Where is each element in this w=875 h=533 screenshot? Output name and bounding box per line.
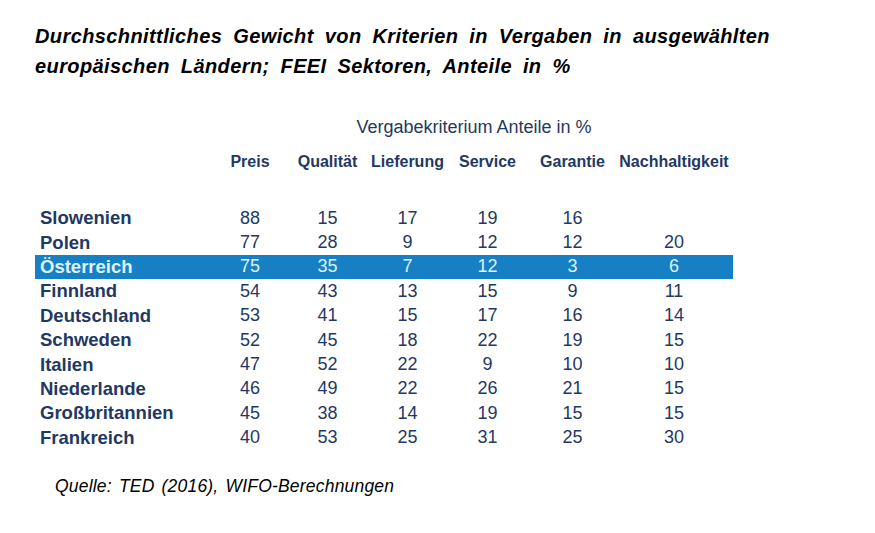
- row-label-country: Österreich: [35, 256, 215, 278]
- row-label-country: Finnland: [35, 280, 215, 302]
- table-row: Polen 77 28 9 12 12 20: [35, 230, 733, 254]
- table-cell: 12: [530, 232, 615, 253]
- table-header-row: Preis Qualität Lieferung Service Garanti…: [35, 150, 733, 174]
- row-label-country: Schweden: [35, 329, 215, 351]
- row-label-country: Italien: [35, 354, 215, 376]
- table-cell: 10: [615, 354, 733, 375]
- row-label-country: Polen: [35, 232, 215, 254]
- table-cell: 10: [530, 354, 615, 375]
- table-cell: 45: [215, 403, 285, 424]
- table-cell: 14: [615, 305, 733, 326]
- column-header-garantie: Garantie: [530, 153, 615, 171]
- table-cell: 30: [615, 427, 733, 448]
- table-cell: 15: [615, 330, 733, 351]
- table-cell: 22: [445, 330, 530, 351]
- table-cell: 22: [370, 378, 445, 399]
- row-label-country: Großbritannien: [35, 402, 215, 424]
- table-cell: 15: [615, 403, 733, 424]
- table-row: Frankreich 40 53 25 31 25 30: [35, 426, 733, 450]
- table-cell: 26: [445, 378, 530, 399]
- table-cell: 22: [370, 354, 445, 375]
- table-row: Großbritannien 45 38 14 19 15 15: [35, 401, 733, 425]
- table-cell: 54: [215, 281, 285, 302]
- column-header-preis: Preis: [215, 153, 285, 171]
- row-label-country: Slowenien: [35, 207, 215, 229]
- table-cell: 9: [370, 232, 445, 253]
- table-cell: 16: [530, 305, 615, 326]
- table-cell: 16: [530, 208, 615, 229]
- table-row: Finnland 54 43 13 15 9 11: [35, 279, 733, 303]
- table-row: Slowenien 88 15 17 19 16: [35, 206, 733, 230]
- table-cell: 75: [215, 256, 285, 277]
- column-header-lieferung: Lieferung: [370, 153, 445, 171]
- table-cell: 46: [215, 378, 285, 399]
- table-cell: 14: [370, 403, 445, 424]
- table-row: Schweden 52 45 18 22 19 15: [35, 328, 733, 352]
- table-caption: Vergabekriterium Anteile in %: [215, 117, 733, 138]
- table-row: Niederlande 46 49 22 26 21 15: [35, 377, 733, 401]
- table-cell: 40: [215, 427, 285, 448]
- table-cell: 25: [530, 427, 615, 448]
- table-cell: 11: [615, 281, 733, 302]
- title-line-1: Durchschnittliches Gewicht von Kriterien…: [35, 21, 770, 51]
- row-label-country: Niederlande: [35, 378, 215, 400]
- table-cell: 52: [285, 354, 370, 375]
- table-cell: 49: [285, 378, 370, 399]
- row-label-country: Deutschland: [35, 305, 215, 327]
- table-cell: 19: [445, 208, 530, 229]
- table-cell: 20: [615, 232, 733, 253]
- table-cell: 77: [215, 232, 285, 253]
- title-line-2: europäischen Ländern; FEEI Sektoren, Ant…: [35, 51, 770, 81]
- table-cell: 7: [370, 256, 445, 277]
- table-row-highlighted: Österreich 75 35 7 12 3 6: [35, 255, 733, 279]
- table-body: Slowenien 88 15 17 19 16 Polen 77 28 9 1…: [35, 206, 733, 450]
- table-cell: 15: [615, 378, 733, 399]
- table-cell: 3: [530, 256, 615, 277]
- table-cell: 21: [530, 378, 615, 399]
- table-cell: 18: [370, 330, 445, 351]
- table-cell: 15: [445, 281, 530, 302]
- table-cell: 38: [285, 403, 370, 424]
- table-cell: 12: [445, 232, 530, 253]
- table-cell: 47: [215, 354, 285, 375]
- table-cell: 43: [285, 281, 370, 302]
- table-cell: 28: [285, 232, 370, 253]
- table-cell: 17: [370, 208, 445, 229]
- table-row: Italien 47 52 22 9 10 10: [35, 352, 733, 376]
- table-cell: 19: [530, 330, 615, 351]
- table-cell: 17: [445, 305, 530, 326]
- table-cell: 35: [285, 256, 370, 277]
- column-header-service: Service: [445, 153, 530, 171]
- table-cell: 45: [285, 330, 370, 351]
- table-cell: 9: [530, 281, 615, 302]
- table-cell: 12: [445, 256, 530, 277]
- table-cell: 31: [445, 427, 530, 448]
- table-cell: 13: [370, 281, 445, 302]
- table-cell: 53: [285, 427, 370, 448]
- criteria-table: Vergabekriterium Anteile in % Preis Qual…: [35, 117, 733, 457]
- source-note: Quelle: TED (2016), WIFO-Berechnungen: [55, 476, 394, 497]
- table-cell: 15: [285, 208, 370, 229]
- table-cell: 19: [445, 403, 530, 424]
- table-cell: 25: [370, 427, 445, 448]
- table-cell: 6: [615, 256, 733, 277]
- slide-title: Durchschnittliches Gewicht von Kriterien…: [35, 21, 770, 81]
- table-cell: 88: [215, 208, 285, 229]
- table-row: Deutschland 53 41 15 17 16 14: [35, 304, 733, 328]
- column-header-qualitaet: Qualität: [285, 153, 370, 171]
- table-cell: 9: [445, 354, 530, 375]
- row-label-country: Frankreich: [35, 427, 215, 449]
- table-cell: 15: [530, 403, 615, 424]
- table-cell: 52: [215, 330, 285, 351]
- table-cell: 53: [215, 305, 285, 326]
- table-cell: 15: [370, 305, 445, 326]
- table-cell: 41: [285, 305, 370, 326]
- column-header-nachhaltigkeit: Nachhaltigkeit: [615, 153, 733, 171]
